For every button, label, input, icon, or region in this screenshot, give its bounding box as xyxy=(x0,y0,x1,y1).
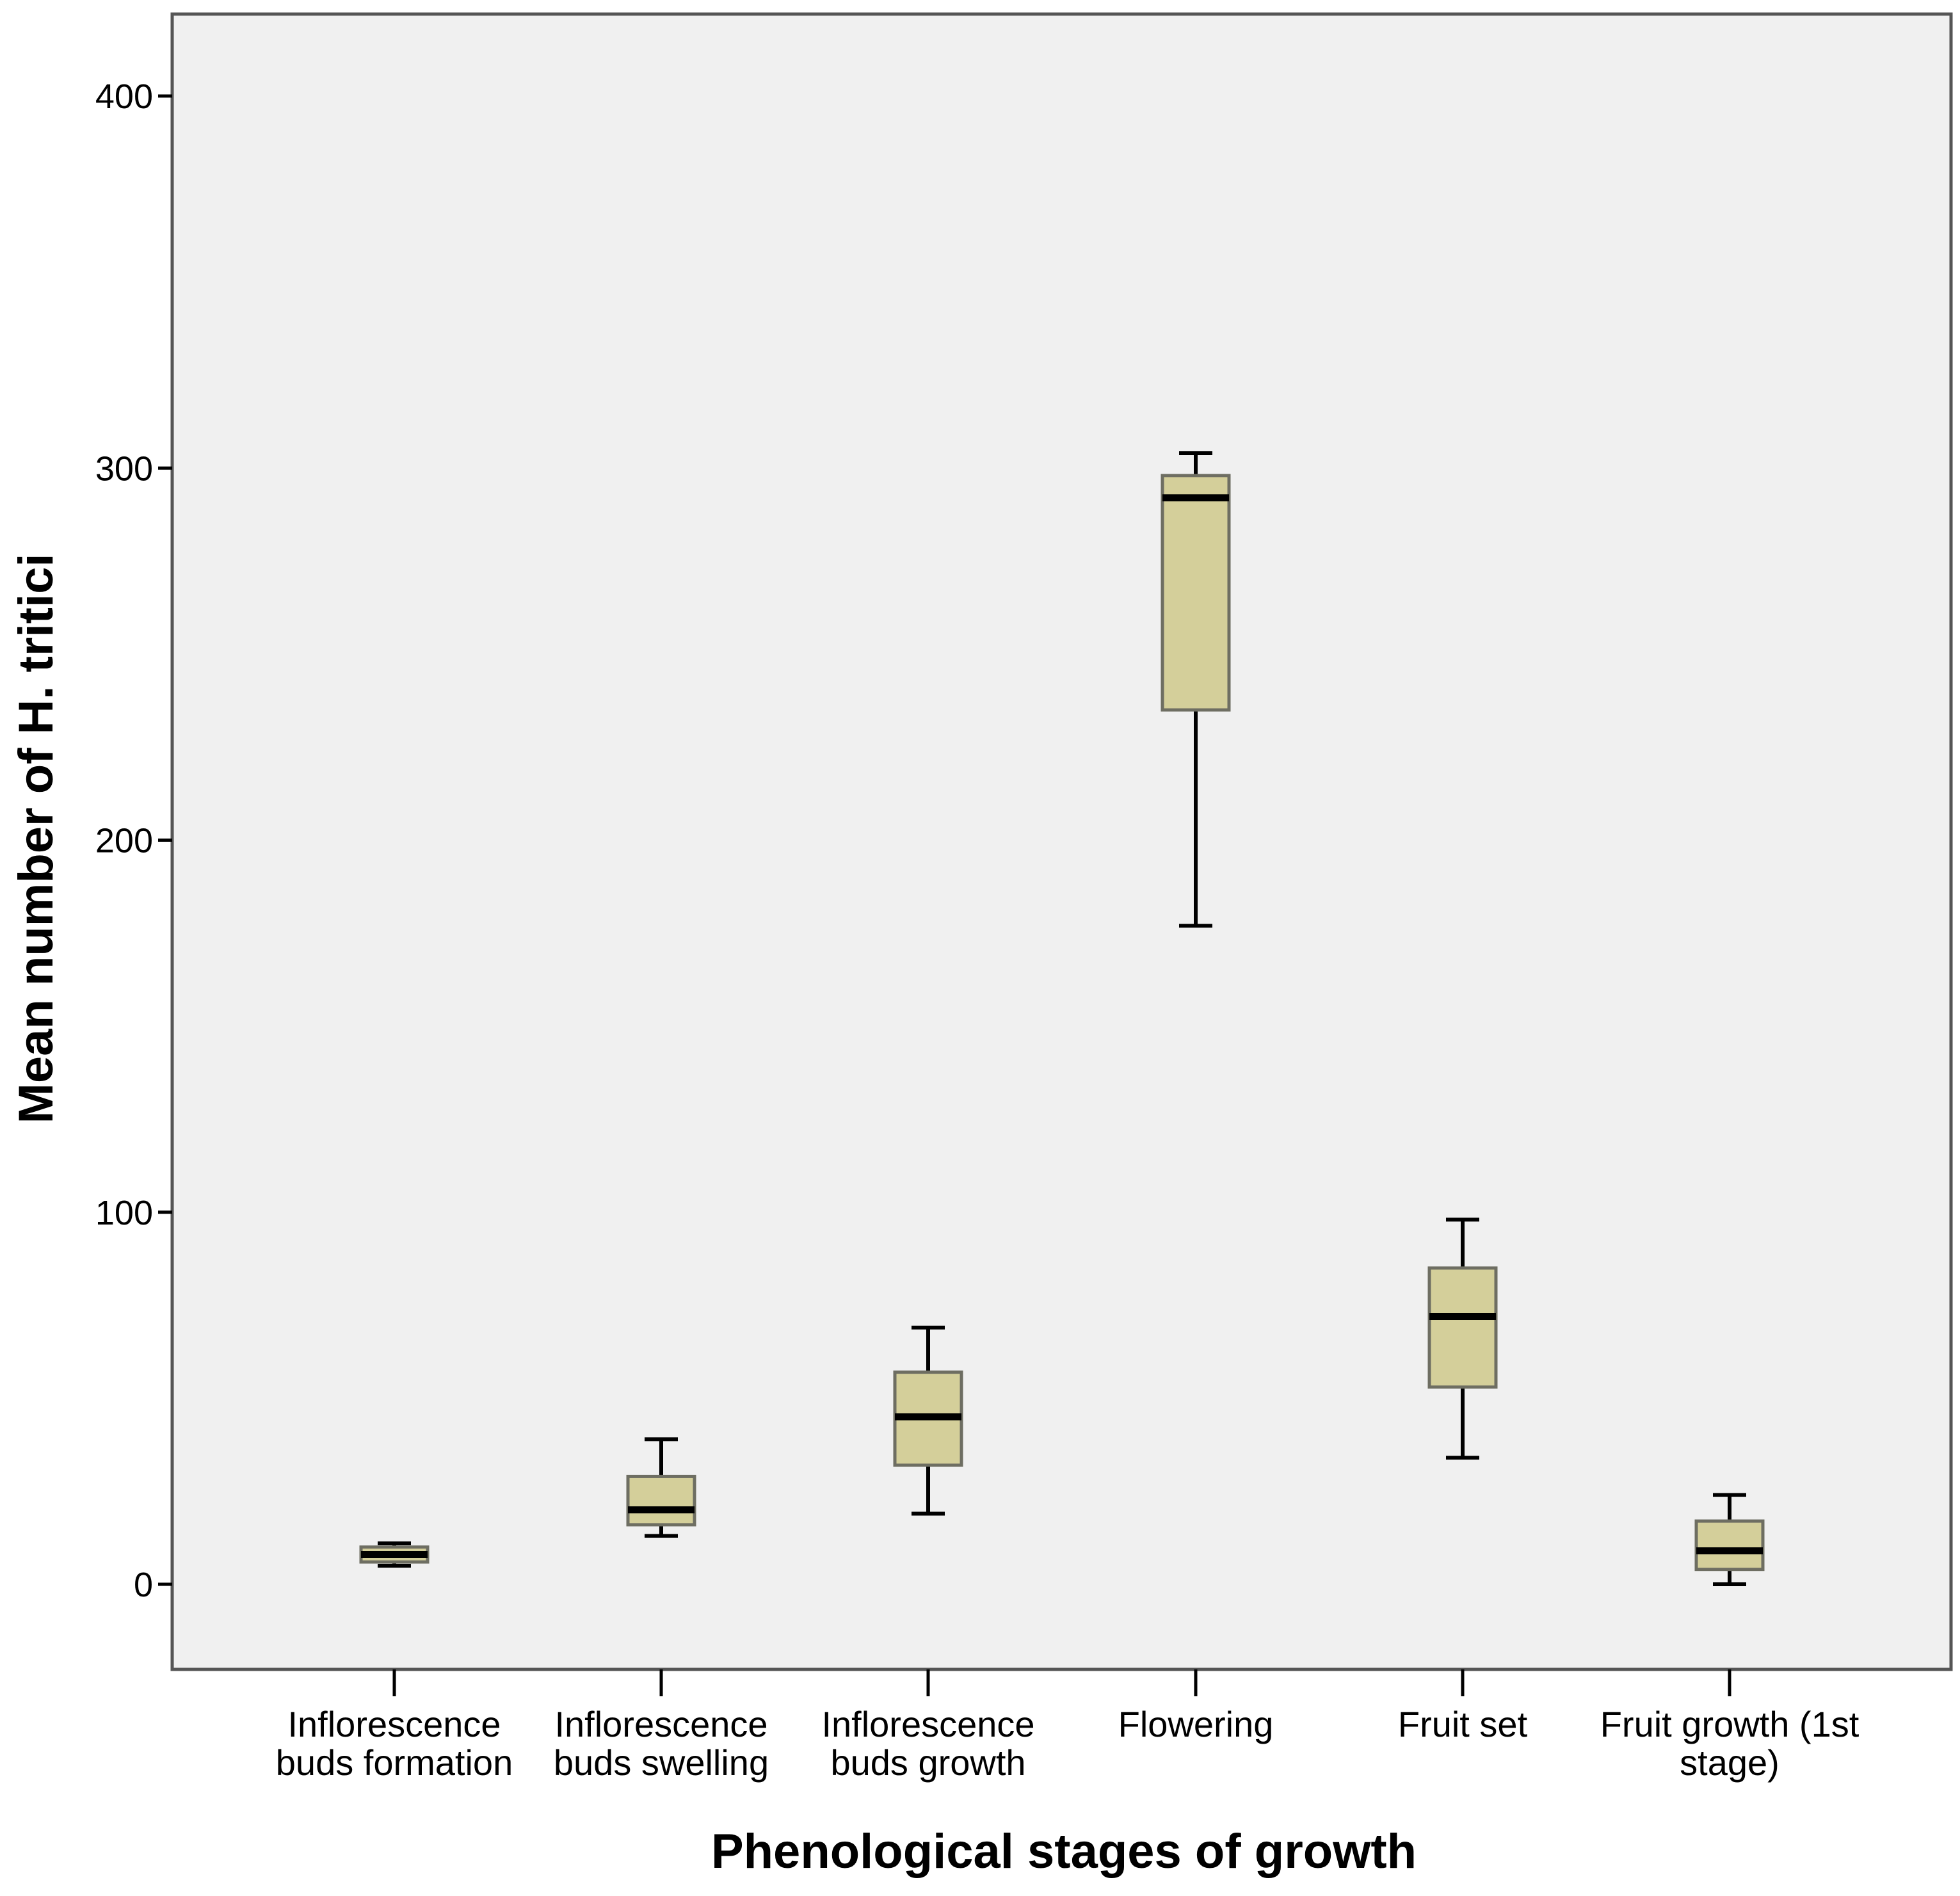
x-tick-label: stage) xyxy=(1680,1742,1779,1783)
x-tick-label: Fruit growth (1st xyxy=(1600,1704,1860,1744)
x-tick-label: Flowering xyxy=(1118,1704,1274,1744)
box xyxy=(1694,1519,1765,1571)
y-tick-label: 200 xyxy=(95,822,153,860)
y-tick-label: 0 xyxy=(134,1566,153,1604)
box xyxy=(626,1474,696,1527)
y-tick-label: 100 xyxy=(95,1194,153,1232)
y-axis-title: Mean number of H. tritici xyxy=(9,554,63,1124)
y-tick-label: 300 xyxy=(95,449,153,488)
box-item xyxy=(359,1541,430,1568)
x-tick-label: Fruit set xyxy=(1398,1704,1528,1744)
box xyxy=(1161,474,1231,712)
boxes xyxy=(359,451,1765,1586)
box-item xyxy=(1427,1217,1498,1460)
box xyxy=(1427,1266,1498,1389)
x-tick-label: buds swelling xyxy=(554,1742,769,1783)
box-item xyxy=(626,1437,696,1538)
box-item xyxy=(893,1325,963,1516)
box-item xyxy=(1161,451,1231,928)
x-axis-title: Phenological stages of growth xyxy=(711,1824,1417,1879)
x-tick-label: buds growth xyxy=(830,1742,1025,1783)
x-tick-label: Inflorescence xyxy=(554,1704,767,1744)
box-item xyxy=(1694,1493,1765,1586)
plot-area xyxy=(170,12,1953,1671)
y-axis: 0 100 200 300 400 xyxy=(95,77,172,1604)
x-tick-label: Inflorescence xyxy=(287,1704,501,1744)
x-tick-label: Inflorescence xyxy=(821,1704,1034,1744)
x-tick-label: buds formation xyxy=(276,1742,513,1783)
y-tick-label: 400 xyxy=(95,77,153,116)
